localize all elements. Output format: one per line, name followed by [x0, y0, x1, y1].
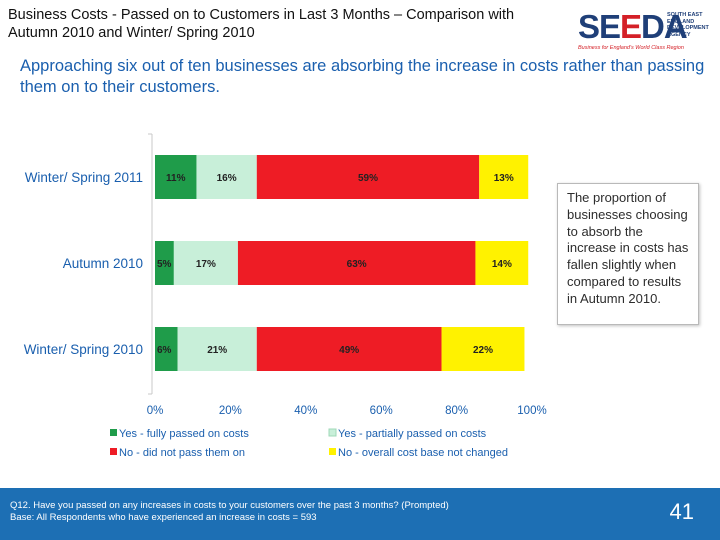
bar-segment [155, 155, 197, 199]
x-tick-label: 40% [294, 405, 317, 417]
bar-segment [173, 241, 238, 285]
category-label: Winter/ Spring 2010 [24, 342, 143, 357]
logo-tagline: Business for England's World Class Regio… [578, 45, 684, 51]
footnote-question: Q12. Have you passed on any increases in… [10, 500, 449, 511]
x-tick-label: 20% [219, 405, 242, 417]
slide-subtitle: Approaching six out of ten businesses ar… [20, 57, 705, 96]
legend-swatch [329, 448, 336, 455]
category-label: Winter/ Spring 2011 [25, 170, 143, 185]
seeda-logo: SEEDA SOUTH EAST ENGLAND DEVELOPMENT AGE… [578, 8, 714, 52]
legend-label: No - overall cost base not changed [338, 447, 508, 459]
logo-agency-text: SOUTH EAST ENGLAND DEVELOPMENT AGENCY [667, 12, 709, 38]
bar-segment [177, 327, 257, 371]
bar-value-label: 14% [492, 259, 512, 270]
x-tick-label: 0% [147, 405, 164, 417]
slide-title: Business Costs - Passed on to Customers … [8, 7, 515, 41]
x-tick-label: 80% [445, 405, 468, 417]
legend-swatch [110, 448, 117, 455]
x-tick-label: 100% [517, 405, 546, 417]
logo-wordmark: SEEDA [578, 8, 688, 45]
bar-value-label: 22% [473, 345, 493, 356]
bar-value-label: 16% [217, 173, 237, 184]
bar-segment [441, 327, 525, 371]
bar-segment [475, 241, 529, 285]
page-number: 41 [669, 499, 694, 524]
legend-label: No - did not pass them on [119, 447, 245, 459]
bar-value-label: 63% [347, 259, 367, 270]
bar-value-label: 6% [157, 345, 172, 356]
footer-bar: Q12. Have you passed on any increases in… [0, 488, 720, 540]
bar-segment [155, 241, 174, 285]
bar-segment [479, 155, 529, 199]
legend-label: Yes - partially passed on costs [338, 428, 487, 440]
bar-segment [196, 155, 257, 199]
footnote-base: Base: All Respondents who have experienc… [10, 511, 317, 523]
legend-swatch [110, 429, 117, 436]
bar-value-label: 49% [339, 345, 359, 356]
category-label: Autumn 2010 [63, 256, 143, 271]
bar-value-label: 17% [196, 259, 216, 270]
bar-value-label: 21% [207, 345, 227, 356]
bar-segment [237, 241, 476, 285]
stacked-bar-chart: Winter/ Spring 2011 Autumn 2010 Winter/ Sp… [24, 133, 547, 459]
bar-value-label: 59% [358, 173, 378, 184]
bar-segment [155, 327, 178, 371]
legend-label: Yes - fully passed on costs [119, 428, 249, 440]
legend-swatch [328, 428, 337, 437]
bar-value-label: 11% [166, 173, 186, 184]
footnote: Q12. Have you passed on any increases in… [10, 500, 449, 523]
bar-segment [256, 327, 442, 371]
bar-value-label: 5% [157, 259, 172, 270]
bar-segment [256, 155, 480, 199]
bar-value-label: 13% [494, 173, 514, 184]
callout-box: The proportion of businesses choosing to… [557, 183, 699, 325]
x-tick-label: 60% [370, 405, 393, 417]
